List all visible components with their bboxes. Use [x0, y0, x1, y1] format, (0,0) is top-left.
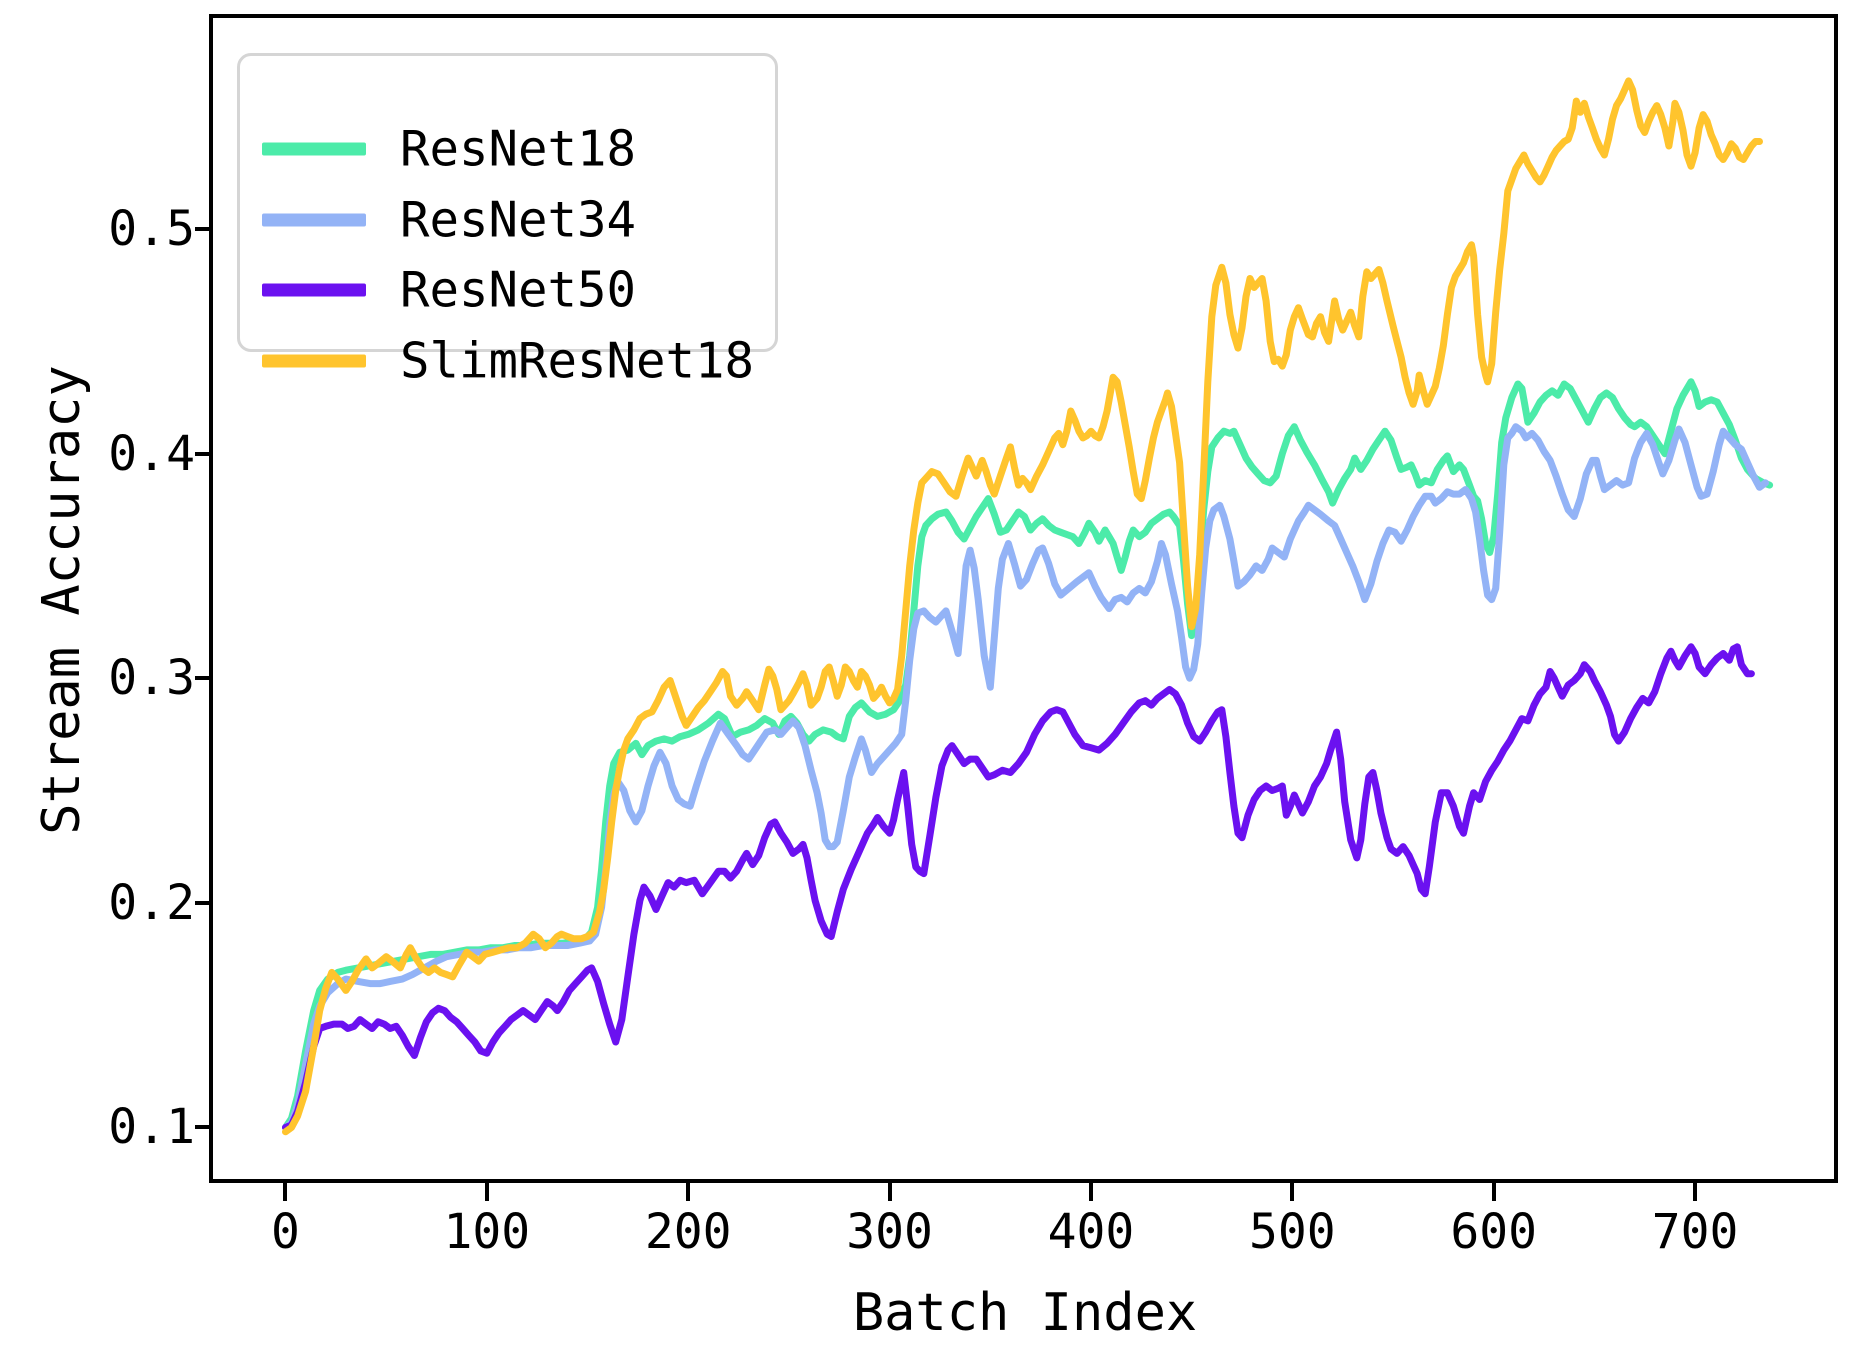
legend-item-label: SlimResNet18: [400, 332, 755, 390]
y-tick-label: 0.4: [108, 425, 195, 482]
x-tick-mark: [686, 1183, 691, 1201]
legend-item-resnet50: ResNet50: [240, 255, 775, 325]
legend-line-swatch: [262, 213, 366, 227]
y-tick-mark: [195, 676, 213, 681]
x-tick-mark: [1693, 1183, 1698, 1201]
x-tick-mark: [887, 1183, 892, 1201]
line-resnet50: [282, 643, 1755, 1131]
y-tick-mark: [195, 227, 213, 232]
x-axis-label: Batch Index: [852, 1283, 1198, 1343]
y-tick-label: 0.5: [108, 201, 195, 258]
y-tick-label: 0.1: [108, 1099, 195, 1156]
legend-item-label: ResNet50: [400, 261, 637, 319]
y-tick-label: 0.3: [108, 650, 195, 707]
legend-line-swatch: [262, 354, 366, 368]
x-tick-label: 600: [1450, 1204, 1538, 1260]
legend-line-swatch: [262, 283, 366, 297]
x-tick-mark: [1088, 1183, 1093, 1201]
y-tick-label: 0.2: [108, 874, 195, 931]
x-tick-mark: [283, 1183, 288, 1201]
legend-item-label: ResNet34: [400, 191, 637, 249]
legend: ResNet18 ResNet34 ResNet50 SlimResNet18: [237, 53, 778, 390]
x-tick-mark: [1491, 1183, 1496, 1201]
legend-item-resnet34: ResNet34: [240, 185, 775, 255]
line-slimresnet18: [282, 77, 1763, 1136]
x-tick-label: 100: [443, 1204, 531, 1260]
y-tick-mark: [195, 451, 213, 456]
y-tick-mark: [195, 900, 213, 905]
x-tick-label: 0: [271, 1204, 300, 1260]
legend-item-slimresnet18: SlimResNet18: [240, 326, 775, 396]
line-resnet18: [282, 378, 1774, 1131]
legend-item-label: ResNet18: [400, 120, 637, 178]
plot-svg: [282, 77, 1774, 1136]
legend-line-swatch: [262, 142, 366, 156]
line-resnet34: [282, 423, 1769, 1131]
x-tick-label: 700: [1651, 1204, 1739, 1260]
x-tick-label: 500: [1248, 1204, 1336, 1260]
x-tick-mark: [484, 1183, 489, 1201]
x-tick-label: 200: [644, 1204, 732, 1260]
x-tick-mark: [1290, 1183, 1295, 1201]
x-tick-label: 300: [846, 1204, 933, 1260]
y-axis-label: Stream Accuracy: [32, 365, 92, 835]
y-tick-mark: [195, 1125, 213, 1130]
legend-item-resnet18: ResNet18: [240, 114, 775, 184]
x-tick-label: 400: [1047, 1204, 1135, 1260]
